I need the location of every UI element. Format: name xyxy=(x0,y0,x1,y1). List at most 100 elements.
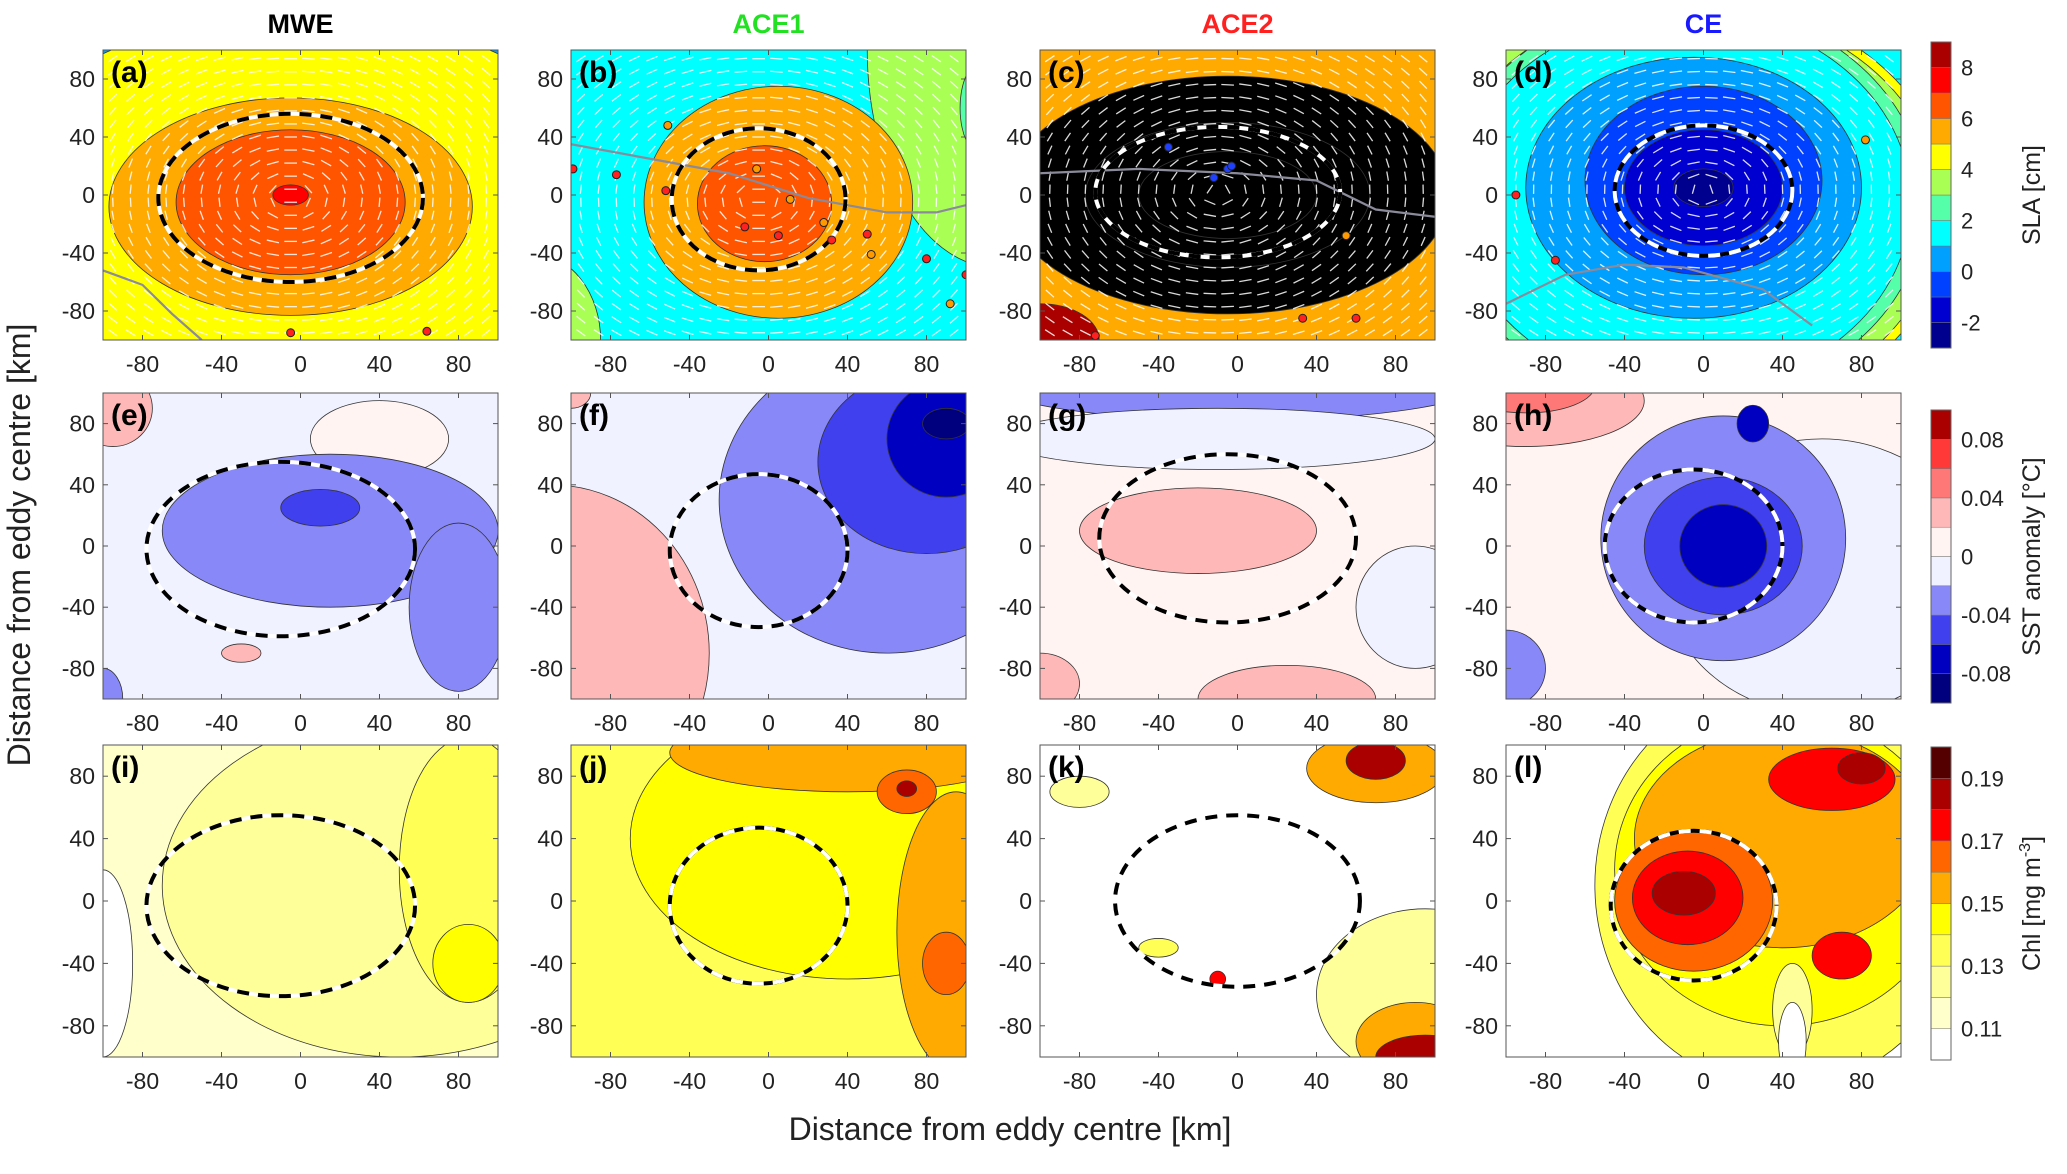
y-tick-label: 80 xyxy=(69,763,95,789)
column-title: CE xyxy=(1685,9,1723,39)
velocity-vector xyxy=(1221,280,1234,281)
profile-point xyxy=(923,255,931,263)
panel-label: (k) xyxy=(1048,751,1085,784)
colorbar-bin xyxy=(1931,170,1951,196)
y-tick-label: 40 xyxy=(69,826,95,852)
velocity-vector xyxy=(1121,185,1122,194)
y-tick-label: 0 xyxy=(1019,533,1032,559)
colorbar-tick-label: 4 xyxy=(1961,158,1973,183)
x-tick-label: 80 xyxy=(1849,1068,1875,1094)
velocity-vector xyxy=(1747,185,1748,194)
colorbar-label: SLA [cm] xyxy=(2018,145,2046,245)
panel-label: (f) xyxy=(579,399,609,432)
x-tick-label: 80 xyxy=(1383,710,1409,736)
contour-fill xyxy=(1139,938,1179,957)
x-tick-label: -40 xyxy=(205,351,238,377)
x-tick-label: 40 xyxy=(1770,1068,1796,1094)
velocity-vector xyxy=(1687,293,1700,294)
contour-fill xyxy=(1838,753,1885,784)
contour-fill xyxy=(1356,546,1475,668)
panel-c xyxy=(981,50,1449,376)
x-tick-label: -80 xyxy=(126,710,159,736)
velocity-vector xyxy=(184,198,185,207)
y-tick-label: 80 xyxy=(1006,66,1032,92)
panel-label: (c) xyxy=(1048,56,1085,89)
y-tick-label: -80 xyxy=(1465,655,1498,681)
velocity-vector xyxy=(1405,198,1406,207)
velocity-vector xyxy=(433,198,434,207)
panel-label: (h) xyxy=(1514,399,1552,432)
colorbar-tick-label: -0.04 xyxy=(1961,603,2011,628)
x-tick-label: 80 xyxy=(446,1068,472,1094)
velocity-vector xyxy=(1204,293,1217,294)
x-tick-label: 40 xyxy=(835,351,861,377)
contour-fill xyxy=(897,781,917,797)
x-tick-label: -40 xyxy=(673,710,706,736)
colorbar-bin xyxy=(1931,747,1951,778)
colorbar-bin xyxy=(1931,439,1951,468)
panel-label: (g) xyxy=(1048,399,1086,432)
velocity-vector xyxy=(1687,84,1700,85)
y-tick-label: 40 xyxy=(1006,826,1032,852)
profile-point xyxy=(774,232,782,240)
panel-label: (e) xyxy=(111,399,148,432)
y-tick-label: -40 xyxy=(62,950,95,976)
velocity-vector xyxy=(735,58,748,59)
y-tick-label: -80 xyxy=(530,1013,563,1039)
y-tick-label: -40 xyxy=(530,594,563,620)
velocity-vector xyxy=(1281,185,1282,194)
colorbar-bin xyxy=(1931,144,1951,170)
y-tick-label: -80 xyxy=(999,1013,1032,1039)
panel-j xyxy=(571,698,1065,1072)
profile-point xyxy=(423,327,431,335)
velocity-vector xyxy=(1204,111,1217,112)
profile-point xyxy=(662,187,670,195)
velocity-vector xyxy=(1423,198,1424,207)
x-tick-label: 40 xyxy=(367,351,393,377)
x-tick-label: 40 xyxy=(835,710,861,736)
x-tick-label: 0 xyxy=(294,710,307,736)
y-tick-label: 80 xyxy=(537,763,563,789)
y-tick-label: 0 xyxy=(82,533,95,559)
y-tick-label: -40 xyxy=(999,240,1032,266)
x-tick-label: -40 xyxy=(1142,710,1175,736)
velocity-vector xyxy=(1221,58,1234,59)
colorbar-bin xyxy=(1931,997,1951,1028)
colorbar-bin xyxy=(1931,935,1951,966)
y-tick-label: 80 xyxy=(1472,763,1498,789)
velocity-vector xyxy=(267,58,280,59)
y-tick-label: 0 xyxy=(550,182,563,208)
profile-point xyxy=(1352,314,1360,322)
x-tick-label: 80 xyxy=(914,710,940,736)
velocity-vector xyxy=(1298,185,1299,194)
colorbar-label-end: ] xyxy=(2018,836,2046,843)
profile-point xyxy=(741,223,749,231)
y-tick-label: 40 xyxy=(69,472,95,498)
panel-label: (i) xyxy=(111,751,139,784)
velocity-vector xyxy=(1204,98,1217,99)
velocity-vector xyxy=(770,58,783,59)
x-tick-label: -80 xyxy=(126,1068,159,1094)
x-tick-label: -40 xyxy=(673,1068,706,1094)
y-tick-label: -40 xyxy=(1465,240,1498,266)
y-tick-label: 80 xyxy=(537,66,563,92)
colorbar-tick-label: 0.04 xyxy=(1961,486,2004,511)
contour-fill xyxy=(1737,405,1769,442)
x-tick-label: 0 xyxy=(762,710,775,736)
x-tick-label: -80 xyxy=(1063,1068,1096,1094)
colorbar-bin xyxy=(1931,778,1951,809)
colorbar-bin xyxy=(1931,272,1951,298)
x-tick-label: -80 xyxy=(1529,1068,1562,1094)
velocity-vector xyxy=(1687,267,1700,268)
colorbar-tick-label: -2 xyxy=(1961,311,1981,336)
contour-fill xyxy=(162,714,636,1057)
y-tick-label: -40 xyxy=(62,594,95,620)
x-tick-label: -80 xyxy=(1529,710,1562,736)
velocity-vector xyxy=(1204,280,1217,281)
x-tick-label: -40 xyxy=(1608,710,1641,736)
column-title: ACE2 xyxy=(1201,9,1273,39)
profile-point xyxy=(1299,314,1307,322)
colorbar-tick-label: 0.17 xyxy=(1961,829,2004,854)
colorbar-bin xyxy=(1931,68,1951,94)
